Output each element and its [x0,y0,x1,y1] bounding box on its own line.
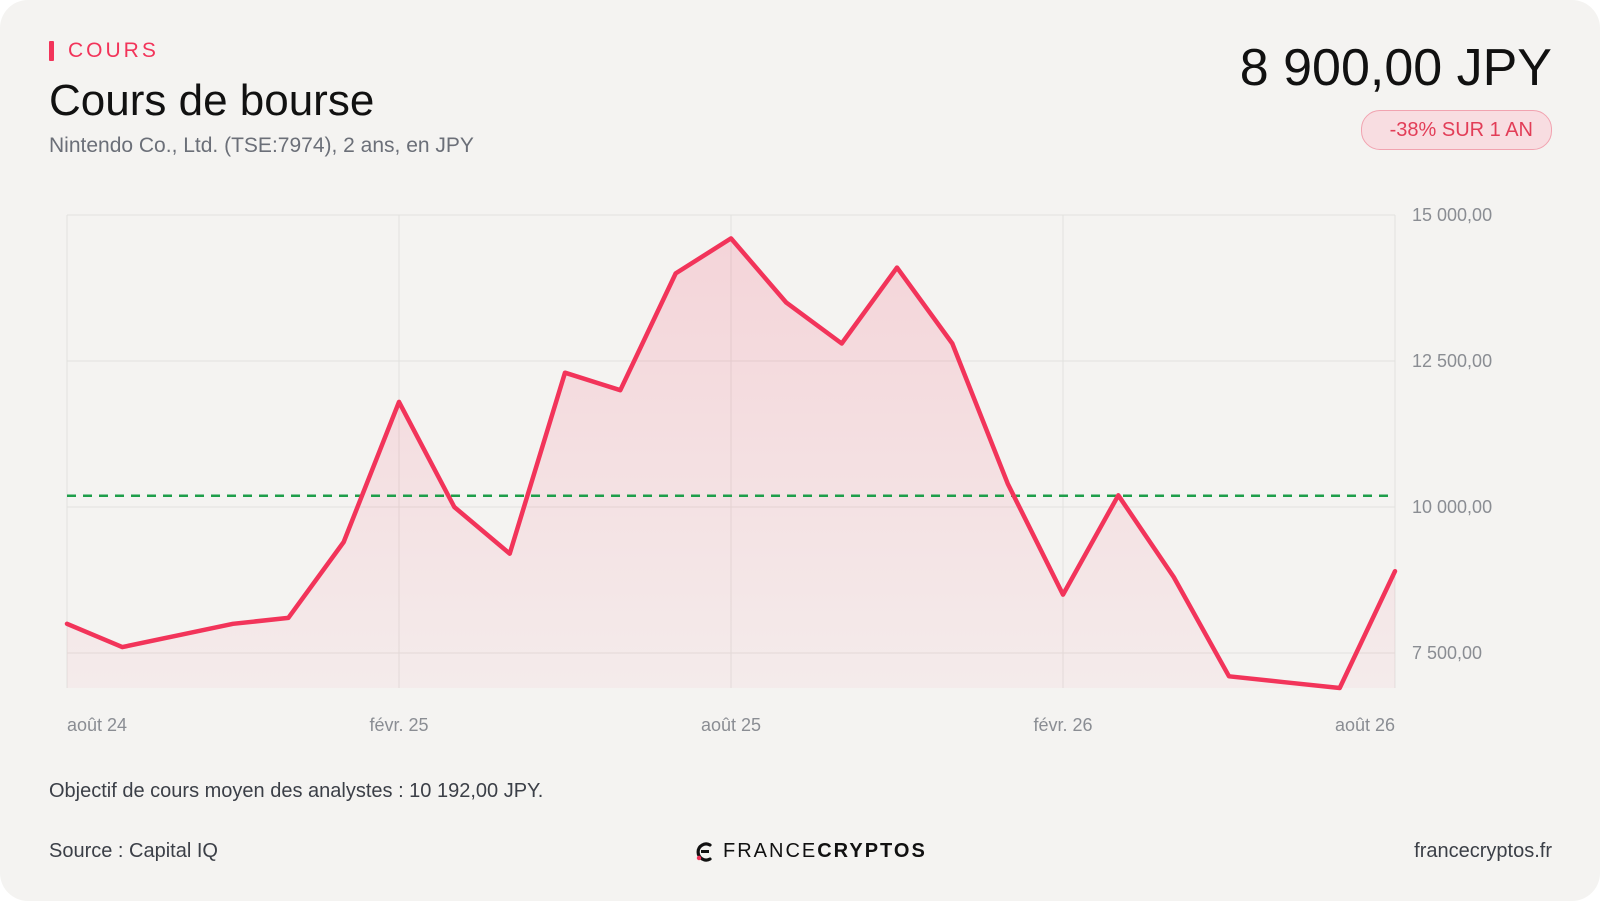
price-chart: 7 500,00 10 000,00 12 500,00 15 000,00 août … [64,205,1492,735]
kicker-label: COURS [68,39,159,62]
kicker-accent-bar [49,41,54,61]
x-tick-label: févr. 26 [1033,715,1092,735]
price-line [64,236,1398,691]
brand-name-light: FRANCE [723,840,818,862]
site-url: francecryptos.fr [1414,840,1552,862]
source-label: Source : Capital IQ [49,840,218,862]
x-tick-label: août 25 [701,715,761,735]
analyst-target-note: Objectif de cours moyen des analystes : … [49,780,544,802]
page-title: Cours de bourse [49,76,375,125]
page-subtitle: Nintendo Co., Ltd. (TSE:7974), 2 ans, en… [49,134,474,157]
x-tick-label: févr. 25 [369,715,428,735]
section-kicker: COURS [49,39,159,62]
brand-name-bold: CRYPTOS [817,840,927,862]
y-tick-label: 10 000,00 [1412,497,1492,517]
change-badge: -38% SUR 1 AN [1360,110,1552,150]
y-tick-label: 15 000,00 [1412,205,1492,225]
x-tick-label: août 24 [67,715,127,735]
brand-logo: FRANCECRYPTOS [693,840,927,863]
y-tick-label: 12 500,00 [1412,351,1492,371]
y-tick-label: 7 500,00 [1412,643,1482,663]
x-tick-label: août 26 [1335,715,1395,735]
price-area-fill [67,238,1395,688]
brand-mark-icon [696,841,712,862]
current-price: 8 900,00 JPY [1239,39,1552,97]
